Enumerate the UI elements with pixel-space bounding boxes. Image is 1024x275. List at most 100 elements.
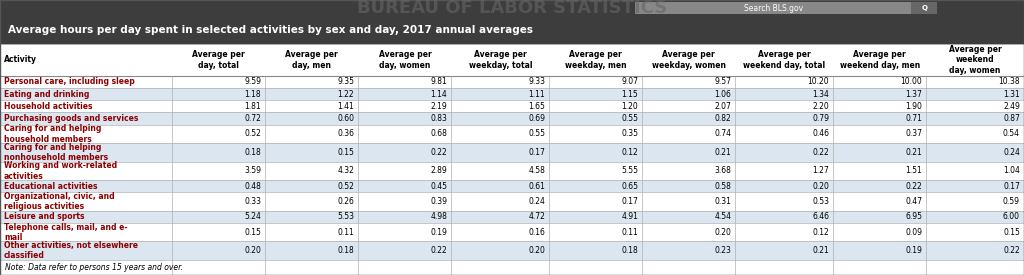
Text: 4.58: 4.58 [528, 166, 545, 175]
Text: 0.16: 0.16 [528, 228, 545, 237]
Text: 0.47: 0.47 [905, 197, 923, 206]
Text: 0.15: 0.15 [245, 228, 261, 237]
Text: 0.82: 0.82 [715, 114, 731, 123]
Text: 0.24: 0.24 [528, 197, 545, 206]
Text: Average per
weekday, total: Average per weekday, total [469, 50, 532, 70]
Text: 0.26: 0.26 [338, 197, 354, 206]
Text: 0.79: 0.79 [812, 114, 829, 123]
Bar [0, 88, 1024, 100]
Text: Average hours per day spent in selected activities by sex and day, 2017 annual a: Average hours per day spent in selected … [8, 25, 534, 35]
Text: 1.90: 1.90 [905, 102, 923, 111]
Text: 0.21: 0.21 [812, 246, 829, 255]
Text: Q: Q [922, 5, 927, 11]
Text: 1.11: 1.11 [528, 90, 545, 98]
Bar [0, 112, 1024, 125]
Text: 1.34: 1.34 [812, 90, 829, 98]
Text: 0.11: 0.11 [338, 228, 354, 237]
Text: Average per
weekend day, men: Average per weekend day, men [840, 50, 920, 70]
Text: 0.58: 0.58 [715, 182, 731, 191]
Text: 1.06: 1.06 [715, 90, 731, 98]
Text: Organizational, civic, and
religious activities: Organizational, civic, and religious act… [4, 192, 115, 211]
Text: Average per
day, men: Average per day, men [286, 50, 338, 70]
Text: 0.83: 0.83 [430, 114, 447, 123]
Text: 0.48: 0.48 [245, 182, 261, 191]
Text: Average per
weekday, men: Average per weekday, men [565, 50, 627, 70]
Text: 3.68: 3.68 [715, 166, 731, 175]
Bar [0, 223, 1024, 241]
Text: 5.55: 5.55 [622, 166, 638, 175]
Bar [0, 192, 1024, 211]
Text: 0.33: 0.33 [244, 197, 261, 206]
Text: 6.95: 6.95 [905, 212, 923, 221]
Text: 1.41: 1.41 [338, 102, 354, 111]
Text: 0.68: 0.68 [430, 130, 447, 139]
Text: Average per
weekend day, total: Average per weekend day, total [743, 50, 825, 70]
Text: 0.54: 0.54 [1002, 130, 1020, 139]
Text: 0.18: 0.18 [338, 246, 354, 255]
Bar [0, 16, 1024, 44]
Text: 2.20: 2.20 [812, 102, 829, 111]
Text: 0.60: 0.60 [337, 114, 354, 123]
Bar [0, 143, 1024, 162]
Text: 1.37: 1.37 [905, 90, 923, 98]
Text: 0.74: 0.74 [715, 130, 731, 139]
Text: 0.65: 0.65 [622, 182, 638, 191]
Bar [0, 0, 1024, 16]
Text: 9.57: 9.57 [715, 77, 731, 86]
Text: 0.35: 0.35 [622, 130, 638, 139]
Text: 0.21: 0.21 [715, 148, 731, 157]
Text: Eating and drinking: Eating and drinking [4, 90, 89, 98]
Text: 0.39: 0.39 [430, 197, 447, 206]
Text: 0.37: 0.37 [905, 130, 923, 139]
Text: 0.19: 0.19 [430, 228, 447, 237]
Text: 9.35: 9.35 [337, 77, 354, 86]
Text: 0.20: 0.20 [245, 246, 261, 255]
Text: 0.53: 0.53 [812, 197, 829, 206]
Text: 0.87: 0.87 [1004, 114, 1020, 123]
Bar [635, 2, 911, 14]
Text: 0.20: 0.20 [812, 182, 829, 191]
Text: 0.15: 0.15 [1004, 228, 1020, 237]
Text: Average per
weekday, women: Average per weekday, women [652, 50, 726, 70]
Text: 0.12: 0.12 [812, 228, 829, 237]
Text: 0.18: 0.18 [245, 148, 261, 157]
Bar [0, 180, 1024, 192]
Text: Activity: Activity [4, 55, 37, 64]
Bar [0, 241, 1024, 260]
Text: 1.20: 1.20 [622, 102, 638, 111]
Text: 1.31: 1.31 [1004, 90, 1020, 98]
Bar [0, 162, 1024, 180]
Text: 1.51: 1.51 [905, 166, 923, 175]
Text: 10.00: 10.00 [900, 77, 923, 86]
Text: 2.49: 2.49 [1004, 102, 1020, 111]
Text: 0.59: 0.59 [1002, 197, 1020, 206]
Text: 2.89: 2.89 [431, 166, 447, 175]
Text: 0.71: 0.71 [905, 114, 923, 123]
Text: 0.23: 0.23 [715, 246, 731, 255]
Text: 2.19: 2.19 [431, 102, 447, 111]
Text: 5.53: 5.53 [337, 212, 354, 221]
Text: Average per
day, total: Average per day, total [193, 50, 245, 70]
Text: 6.46: 6.46 [812, 212, 829, 221]
Text: 1.18: 1.18 [245, 90, 261, 98]
Text: 3.59: 3.59 [244, 166, 261, 175]
Text: 1.14: 1.14 [431, 90, 447, 98]
Text: 5.24: 5.24 [245, 212, 261, 221]
Text: 0.20: 0.20 [528, 246, 545, 255]
Text: 0.52: 0.52 [245, 130, 261, 139]
Text: 0.55: 0.55 [622, 114, 638, 123]
Text: 4.32: 4.32 [338, 166, 354, 175]
Text: 1.22: 1.22 [338, 90, 354, 98]
Text: 4.98: 4.98 [430, 212, 447, 221]
Text: Note: Data refer to persons 15 years and over.: Note: Data refer to persons 15 years and… [5, 263, 183, 272]
Bar [0, 211, 1024, 223]
Text: 4.54: 4.54 [715, 212, 731, 221]
Text: Search BLS.gov: Search BLS.gov [743, 4, 803, 13]
Text: 0.20: 0.20 [715, 228, 731, 237]
Text: 0.17: 0.17 [622, 197, 638, 206]
Text: 0.22: 0.22 [905, 182, 923, 191]
Text: 4.91: 4.91 [622, 212, 638, 221]
Text: 0.52: 0.52 [338, 182, 354, 191]
Text: 0.61: 0.61 [528, 182, 545, 191]
Text: 0.36: 0.36 [337, 130, 354, 139]
